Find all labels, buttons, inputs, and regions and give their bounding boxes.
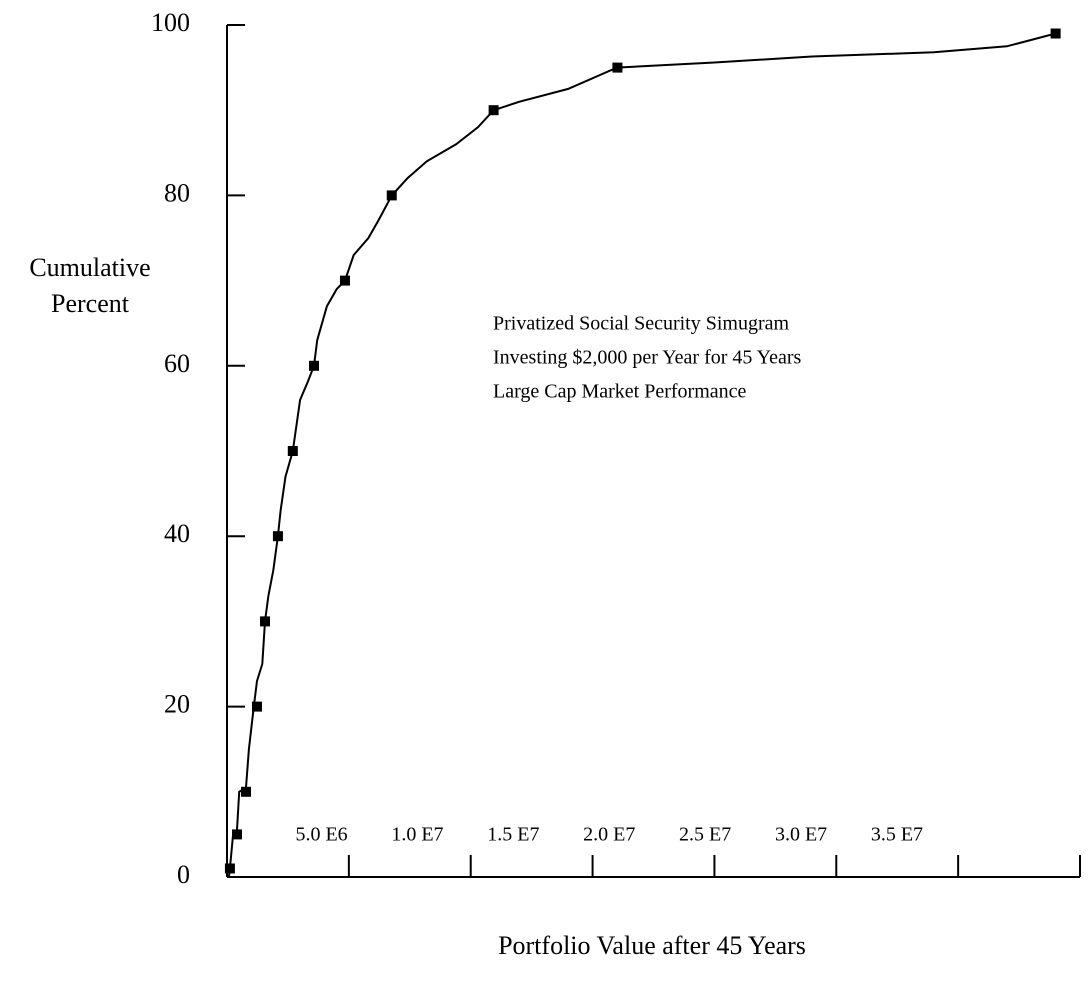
percentile-marker	[488, 105, 499, 116]
percentile-marker	[339, 275, 350, 286]
percentile-marker	[260, 616, 271, 627]
y-tick-label: 60	[164, 349, 190, 378]
cdf-curve	[227, 32, 1056, 878]
x-tick-label: 2.5 E7	[679, 824, 731, 846]
y-tick-label: 80	[164, 178, 190, 207]
percentile-marker	[612, 62, 623, 73]
y-tick-label: 20	[164, 690, 190, 719]
x-axis-title: Portfolio Value after 45 Years	[498, 931, 806, 960]
x-tick-label: 2.0 E7	[583, 824, 635, 846]
y-axis-title: Cumulative	[29, 253, 150, 282]
percentile-marker	[386, 190, 397, 201]
percentile-marker	[272, 531, 283, 542]
x-tick-label: 1.5 E7	[487, 824, 539, 846]
y-axis-title: Percent	[51, 289, 130, 318]
percentile-marker	[251, 701, 262, 712]
annotation: Investing $2,000 per Year for 45 Years	[493, 347, 802, 369]
percentile-marker	[287, 446, 298, 456]
percentile-marker	[1050, 28, 1061, 39]
y-tick-label: 40	[164, 519, 190, 548]
percentile-marker	[309, 360, 320, 371]
y-tick-label: 100	[151, 8, 190, 37]
x-tick-label: 5.0 E6	[295, 824, 347, 846]
percentile-marker	[241, 786, 252, 797]
y-tick-label: 0	[177, 860, 190, 889]
annotation: Large Cap Market Performance	[493, 381, 747, 403]
percentile-marker	[231, 829, 242, 840]
annotation: Privatized Social Security Simugram	[493, 313, 789, 335]
x-tick-label: 3.0 E7	[775, 824, 827, 846]
x-tick-label: 1.0 E7	[391, 824, 443, 846]
percentile-marker	[224, 863, 235, 874]
x-tick-label: 3.5 E7	[871, 824, 923, 846]
